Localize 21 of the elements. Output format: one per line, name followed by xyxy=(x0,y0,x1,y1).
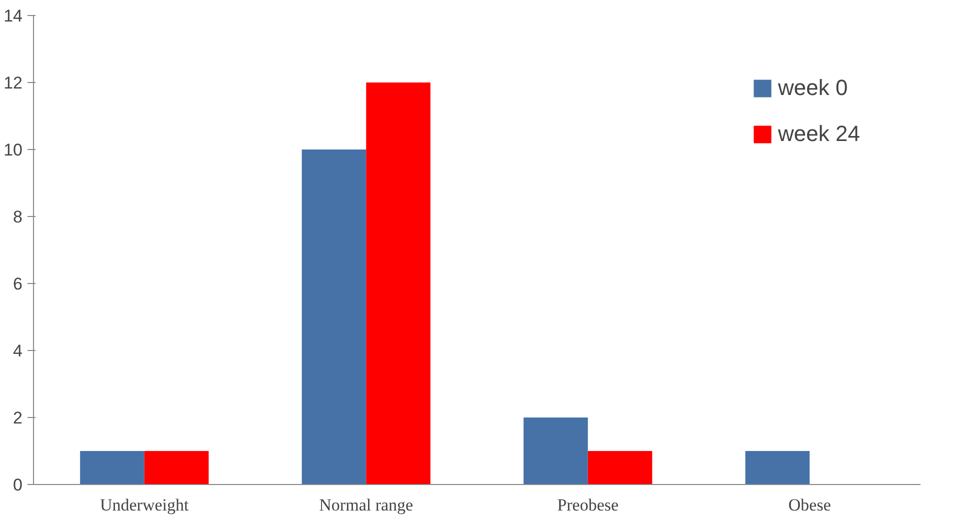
bar xyxy=(745,451,810,484)
bar xyxy=(144,451,209,484)
bar xyxy=(302,150,366,484)
bar xyxy=(524,418,588,484)
y-tick-label: 2 xyxy=(13,408,23,428)
y-tick-label: 14 xyxy=(4,6,23,26)
y-tick-label: 4 xyxy=(13,342,23,360)
bar xyxy=(80,451,144,484)
bar xyxy=(588,451,652,484)
legend-label: week 0 xyxy=(778,75,848,101)
y-tick-label: 12 xyxy=(4,74,23,92)
x-tick-label: Obese xyxy=(788,496,831,514)
y-tick-label: 0 xyxy=(13,476,23,494)
bar xyxy=(366,82,430,484)
y-tick-label: 6 xyxy=(13,274,23,294)
y-tick-label: 8 xyxy=(13,208,23,226)
y-tick-label: 10 xyxy=(4,140,23,160)
x-tick-label: Normal range xyxy=(319,496,414,514)
x-tick-label: Preobese xyxy=(557,496,619,514)
x-tick-label: Underweight xyxy=(100,496,190,514)
legend-label: week 24 xyxy=(778,121,860,147)
